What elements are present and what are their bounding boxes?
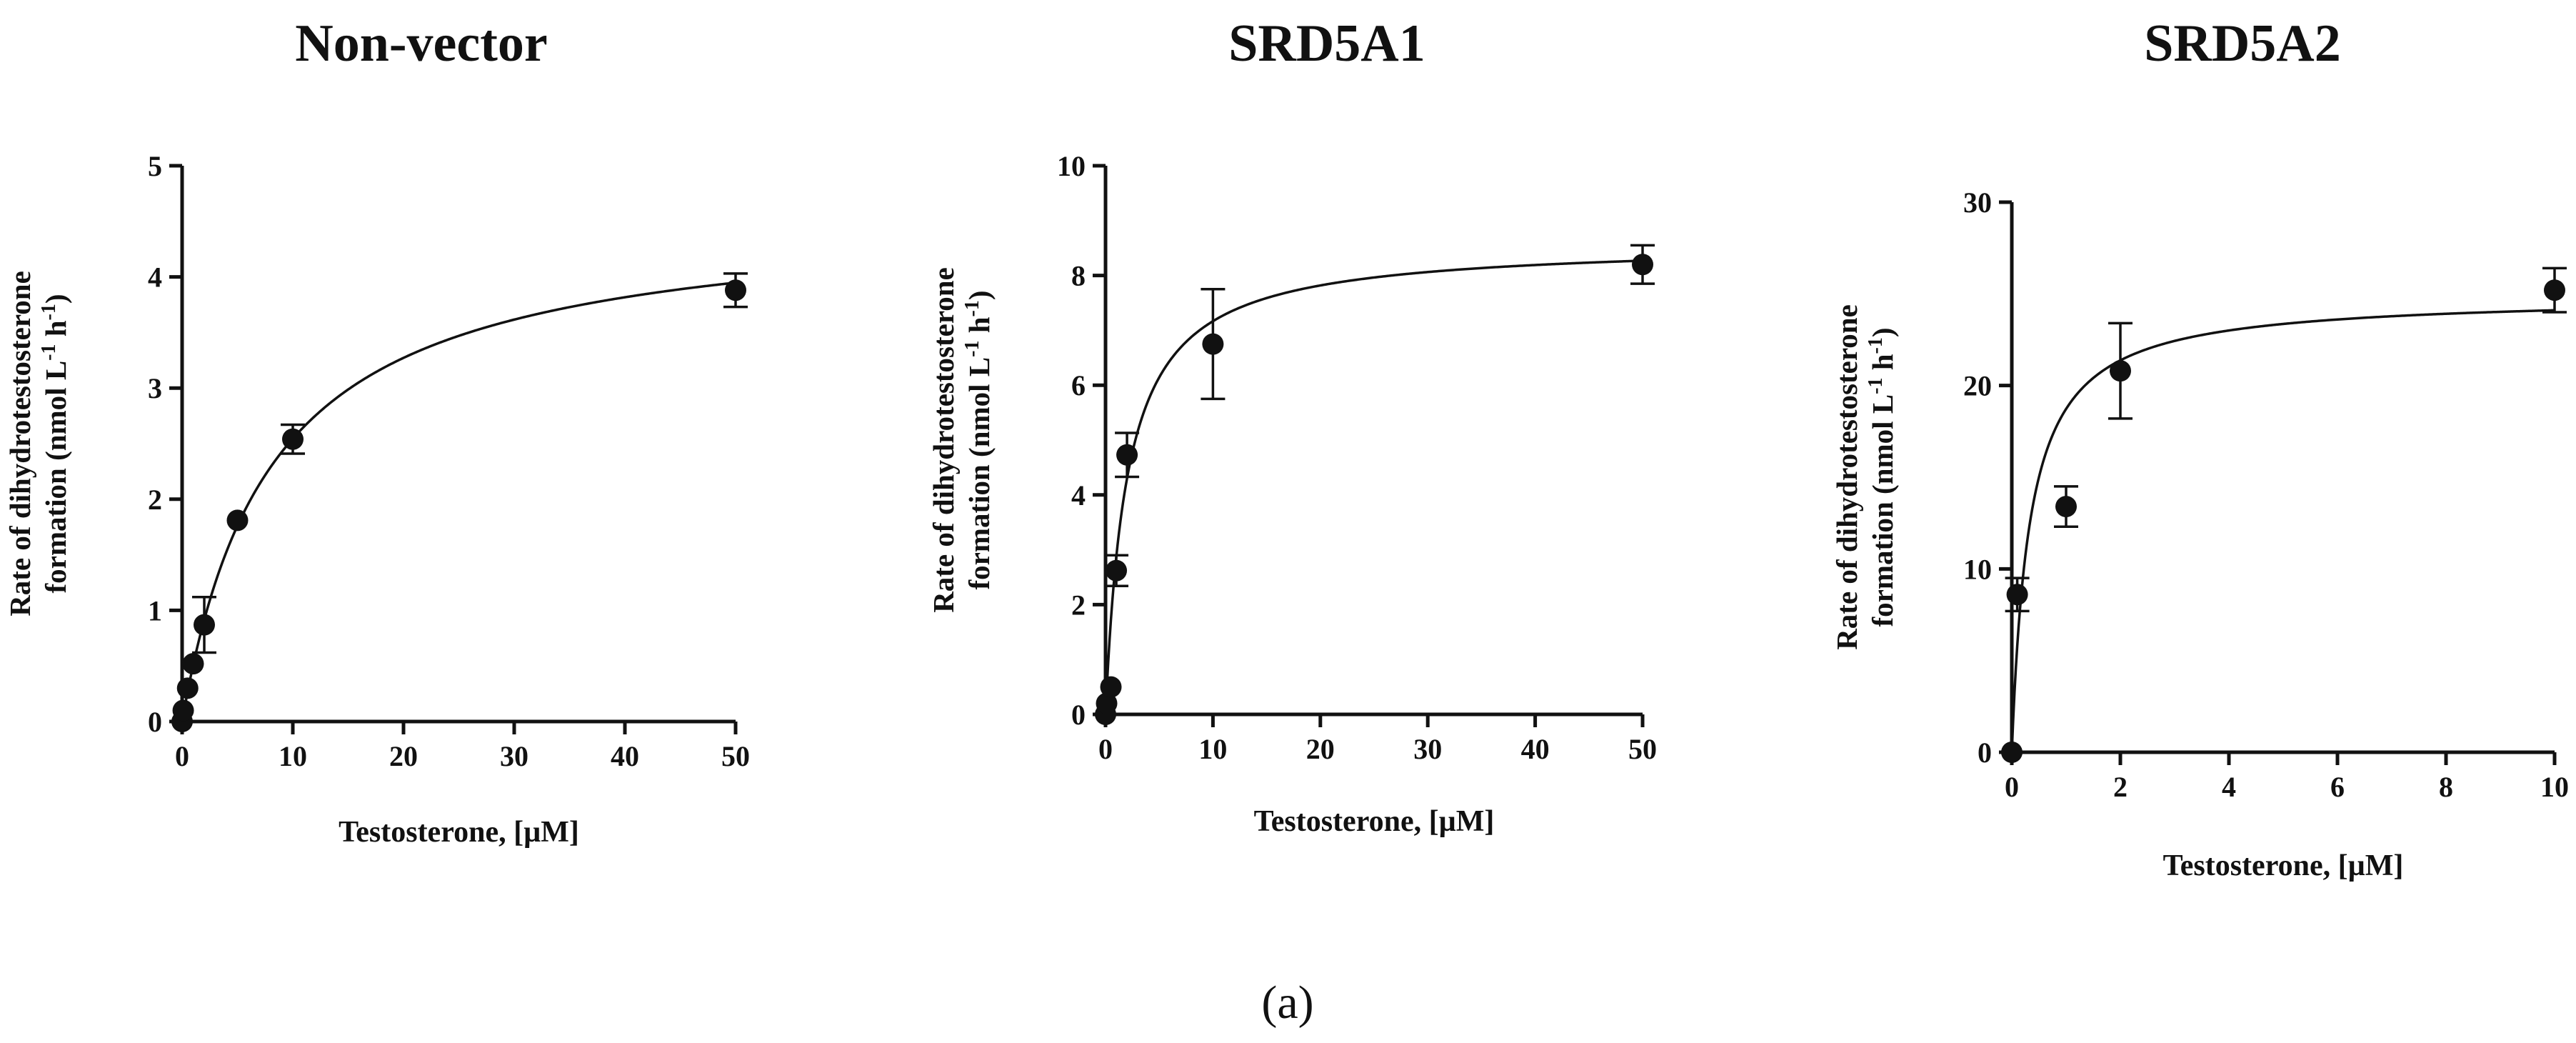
data-point: [2006, 584, 2028, 606]
y-axis-label-superscript: -1: [961, 341, 983, 357]
panel-srd5a1: SRD5A1 0 10 20 30 40 50 0 2 4 6 8 10 Testosterone, […: [927, 14, 1657, 838]
data-point: [194, 614, 215, 636]
y-axis-label-text: formation (nmol L: [1866, 394, 1899, 627]
x-tick-label: 10: [2540, 771, 2569, 803]
y-tick-label: 0: [1071, 699, 1086, 731]
data-point: [2110, 360, 2131, 382]
data-point: [1202, 333, 1224, 355]
x-tick-label: 30: [1413, 733, 1442, 765]
y-tick-label: 2: [1071, 589, 1086, 621]
y-axis-label-text: h: [39, 320, 72, 344]
y-axis-label-text: ): [963, 290, 996, 300]
y-axis-label-superscript: -1: [1865, 337, 1887, 354]
y-axis-label-text: h: [963, 316, 996, 340]
y-tick-label: 6: [1071, 369, 1086, 401]
fit-curve: [181, 281, 736, 722]
data-point: [1116, 444, 1138, 466]
y-tick-label: 0: [1978, 737, 1992, 769]
chart-title: SRD5A2: [2144, 14, 2340, 73]
x-tick-label: 40: [1521, 733, 1550, 765]
data-point: [226, 509, 249, 532]
x-axis-label: Testosterone, [µM]: [339, 816, 579, 849]
x-tick-label: 2: [2113, 771, 2128, 803]
y-tick-label: 4: [1071, 479, 1086, 511]
y-tick-label: 1: [148, 594, 162, 627]
data-point: [725, 279, 746, 301]
chart-title: SRD5A1: [1228, 14, 1425, 73]
data-point: [282, 428, 304, 450]
data-point: [2055, 496, 2077, 518]
fit-curve: [2010, 309, 2555, 753]
y-axis-label-line2: formation (nmol L-1 h-1): [38, 294, 73, 593]
y-axis-label-line2: formation (nmol L-1 h-1): [1865, 327, 1900, 627]
y-tick-label: 3: [148, 372, 162, 404]
y-axis-label-text: formation (nmol L: [963, 357, 996, 590]
x-tick-label: 10: [279, 740, 307, 772]
y-axis-label-line1: Rate of dihydrotestosterone: [927, 267, 960, 613]
figure-caption: (a): [1261, 977, 1313, 1029]
y-axis-label-superscript: -1: [1865, 378, 1887, 394]
y-axis-label-text: h: [1866, 354, 1899, 377]
y-axis-label-superscript: -1: [38, 344, 60, 361]
y-axis-label-text: ): [1866, 327, 1899, 337]
y-tick-label: 10: [1057, 150, 1086, 182]
x-tick-label: 20: [389, 740, 418, 772]
data-point: [2544, 279, 2565, 301]
y-axis-label-line2: formation (nmol L-1 h-1): [961, 290, 996, 589]
x-tick-label: 50: [721, 740, 750, 772]
x-tick-label: 50: [1628, 733, 1657, 765]
x-tick-label: 6: [2330, 771, 2345, 803]
y-axis-label-superscript: -1: [38, 304, 60, 320]
data-point: [172, 699, 194, 722]
x-tick-label: 30: [500, 740, 528, 772]
x-tick-label: 0: [175, 740, 189, 772]
x-tick-label: 40: [611, 740, 639, 772]
y-tick-label: 20: [1963, 370, 1992, 402]
x-tick-label: 0: [2005, 771, 2019, 803]
y-tick-label: 30: [1963, 186, 1992, 219]
y-axis-label-text: ): [39, 294, 72, 304]
fit-curve: [1104, 259, 1643, 715]
y-axis-label-superscript: -1: [961, 300, 983, 316]
y-tick-label: 5: [148, 150, 162, 182]
x-tick-label: 4: [2222, 771, 2236, 803]
chart-title: Non-vector: [295, 14, 547, 73]
data-point: [1100, 676, 1122, 698]
x-axis-label: Testosterone, [µM]: [2163, 849, 2404, 882]
panel-srd5a2: SRD5A2 0 2 4 6 8 10 0 10 20 30 Testosterone, [µM] R…: [1830, 14, 2569, 882]
y-tick-label: 2: [148, 484, 162, 516]
y-axis-label-line1: Rate of dihydrotestosterone: [1830, 304, 1863, 650]
data-point: [1632, 254, 1653, 276]
data-point: [1096, 692, 1118, 714]
data-point: [182, 653, 204, 675]
x-tick-label: 0: [1098, 733, 1113, 765]
data-point: [1106, 559, 1128, 582]
y-tick-label: 0: [148, 706, 162, 738]
x-tick-label: 20: [1306, 733, 1335, 765]
x-tick-label: 8: [2439, 771, 2453, 803]
x-tick-label: 10: [1198, 733, 1227, 765]
y-axis-label-line1: Rate of dihydrotestosterone: [4, 271, 36, 617]
data-point: [176, 677, 199, 699]
panel-non-vector: Non-vector 0 10 20 30 40 50 0 1 2 3 4 5 Testosterone…: [4, 14, 750, 849]
data-point: [2001, 742, 2023, 763]
x-axis-label: Testosterone, [µM]: [1254, 805, 1495, 838]
y-tick-label: 4: [148, 261, 162, 294]
y-axis-label-text: formation (nmol L: [39, 361, 72, 594]
y-tick-label: 10: [1963, 553, 1992, 585]
y-tick-label: 8: [1071, 260, 1086, 292]
